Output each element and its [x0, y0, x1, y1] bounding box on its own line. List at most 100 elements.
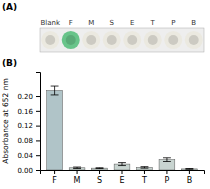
tick-mark — [189, 170, 190, 174]
well — [107, 35, 117, 45]
error-bar — [73, 167, 81, 168]
tick-mark — [36, 126, 40, 127]
well-ring — [62, 31, 80, 49]
well — [189, 35, 199, 45]
error-cap — [185, 168, 193, 169]
tick: T — [141, 170, 147, 185]
well-ring — [123, 31, 141, 49]
tick: 0.08 — [17, 137, 40, 145]
well-ring — [41, 31, 59, 49]
tick-label: 0.12 — [17, 122, 33, 130]
panel-title: (B) — [2, 58, 17, 68]
y-axis-title: Absorbance at 652 nm — [1, 78, 10, 163]
well — [45, 35, 55, 45]
tick-label: 0.20 — [17, 93, 33, 101]
tick: S — [97, 170, 102, 185]
bar — [137, 167, 153, 170]
tick-label: 0.08 — [17, 137, 33, 145]
error-bar — [163, 158, 171, 162]
tick: M — [74, 170, 81, 185]
tick-mark — [99, 170, 100, 174]
well-label: B — [191, 19, 196, 27]
tick-label: P — [165, 176, 170, 185]
tick-label: 0.00 — [17, 167, 33, 175]
well-label: T — [150, 19, 156, 27]
tick: B — [187, 170, 193, 185]
plot-area — [47, 86, 198, 170]
tick-mark — [166, 170, 167, 174]
error-line — [122, 163, 123, 166]
tick: P — [165, 170, 170, 185]
wells — [41, 31, 203, 49]
error-cap — [163, 161, 171, 162]
error-cap — [51, 94, 59, 95]
error-cap — [141, 166, 149, 167]
plate-background — [40, 28, 204, 52]
tick-mark — [54, 170, 55, 174]
error-bar — [51, 86, 59, 95]
y-axis: 0.00 0.04 0.08 0.12 0.16 0.20 — [17, 73, 40, 175]
tick: E — [119, 170, 124, 185]
tick-mark — [36, 140, 40, 141]
error-cap — [73, 167, 81, 168]
well — [168, 35, 178, 45]
well-label: S — [110, 19, 115, 27]
error-cap — [163, 157, 171, 158]
well-label: F — [69, 19, 73, 27]
well-label: P — [171, 19, 175, 27]
tick: 0.00 — [17, 167, 40, 175]
well-label: E — [130, 19, 134, 27]
well-ring — [103, 31, 121, 49]
error-line — [54, 86, 55, 95]
tick: 0.12 — [17, 122, 40, 130]
axis-line — [41, 171, 205, 175]
error-line — [166, 158, 167, 162]
tick-label: E — [119, 176, 124, 185]
bar — [69, 168, 85, 170]
tick-mark — [36, 96, 40, 97]
error-cap — [96, 167, 104, 168]
well — [86, 35, 96, 45]
error-cap — [118, 165, 126, 166]
well-label: Blank — [40, 19, 60, 27]
tick-label: 0.16 — [17, 108, 33, 116]
tick-mark — [36, 111, 40, 112]
well-ring — [82, 31, 100, 49]
well-ring — [144, 31, 162, 49]
x-axis: FMSETPB — [41, 170, 205, 185]
error-cap — [96, 168, 104, 169]
tick: F — [52, 170, 57, 185]
well-label: M — [88, 19, 94, 27]
bar — [182, 169, 198, 170]
tick-mark — [36, 170, 40, 171]
well — [66, 35, 76, 45]
tick-mark — [77, 170, 78, 174]
tick-mark — [122, 170, 123, 174]
bar — [47, 90, 63, 170]
error-cap — [51, 86, 59, 87]
error-bar — [96, 167, 104, 169]
error-cap — [118, 162, 126, 163]
error-cap — [141, 168, 149, 169]
panel-title: (A) — [2, 2, 17, 12]
tick-mark — [144, 170, 145, 174]
tick: 0.16 — [17, 108, 40, 116]
tick: 0.20 — [17, 93, 40, 101]
tick-label: M — [74, 176, 81, 185]
error-bar — [141, 167, 149, 168]
well — [127, 35, 137, 45]
error-bar — [185, 168, 193, 170]
bar — [92, 168, 108, 170]
tick-label: 0.04 — [17, 152, 33, 160]
well-ring — [185, 31, 203, 49]
chart: (A)BlankFMSETPB(B)0.000.040.080.120.160.… — [0, 0, 210, 189]
tick-label: F — [52, 176, 57, 185]
axis-line — [36, 73, 41, 171]
error-bar — [118, 163, 126, 166]
bar — [159, 160, 175, 170]
tick-mark — [36, 155, 40, 156]
tick-label: S — [97, 176, 102, 185]
error-cap — [185, 169, 193, 170]
error-cap — [73, 168, 81, 169]
well-ring — [164, 31, 182, 49]
